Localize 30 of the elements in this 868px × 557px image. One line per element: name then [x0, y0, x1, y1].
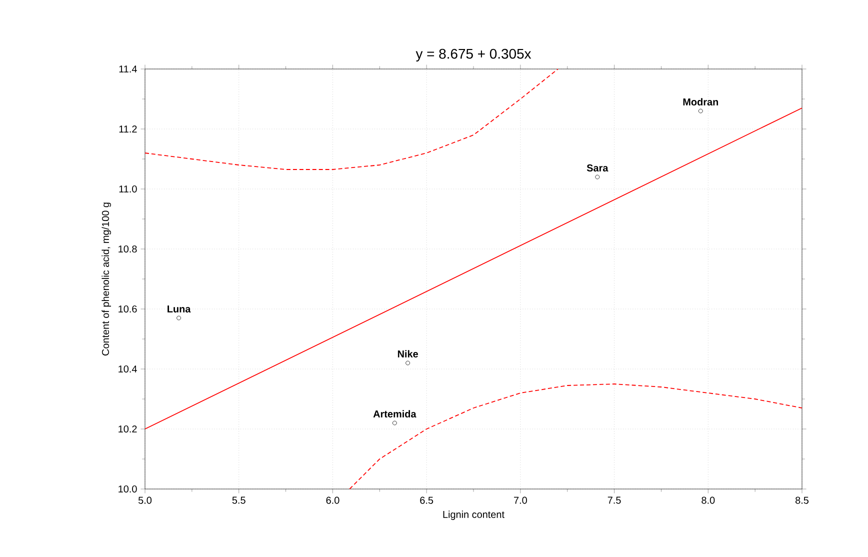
- x-tick-label: 8.5: [796, 496, 809, 504]
- y-tick-label: 11.2: [119, 126, 137, 132]
- x-tick-label: 6.0: [326, 496, 340, 504]
- y-tick-label: 10.8: [118, 245, 137, 253]
- y-tick-label: 11.0: [119, 185, 137, 193]
- y-tick-label: 10.6: [118, 305, 137, 313]
- annotation: Artemida: [373, 410, 416, 418]
- line-series: [145, 68, 558, 170]
- point: [595, 174, 600, 180]
- x-tick-label: 8.0: [702, 496, 715, 504]
- annotation: Luna: [168, 306, 191, 312]
- y-tick-label: 10.2: [118, 425, 137, 433]
- x-tick-label: 6.5: [420, 496, 434, 504]
- point: [698, 108, 703, 114]
- point: [176, 316, 181, 320]
- y-tick-label: 10.4: [118, 365, 137, 373]
- y-tick-label: 10.0: [118, 485, 137, 493]
- y-tick-label: 11.4: [119, 66, 137, 72]
- annotation: Sara: [586, 164, 608, 172]
- chart-title: y = 8.675 + 0.305x: [416, 48, 532, 62]
- annotation: Nike: [398, 350, 418, 358]
- annotation: Modran: [683, 98, 718, 106]
- point: [406, 360, 410, 366]
- y-axis-title: Content of phenolic acid, mg/100 g: [102, 202, 111, 356]
- x-tick-label: 7.5: [608, 496, 621, 504]
- x-tick-label: 7.0: [514, 496, 527, 504]
- x-axis-title: Lignin content: [443, 510, 504, 520]
- point: [392, 420, 397, 426]
- x-tick-label: 5.5: [232, 496, 246, 504]
- x-tick-label: 5.0: [138, 496, 152, 504]
